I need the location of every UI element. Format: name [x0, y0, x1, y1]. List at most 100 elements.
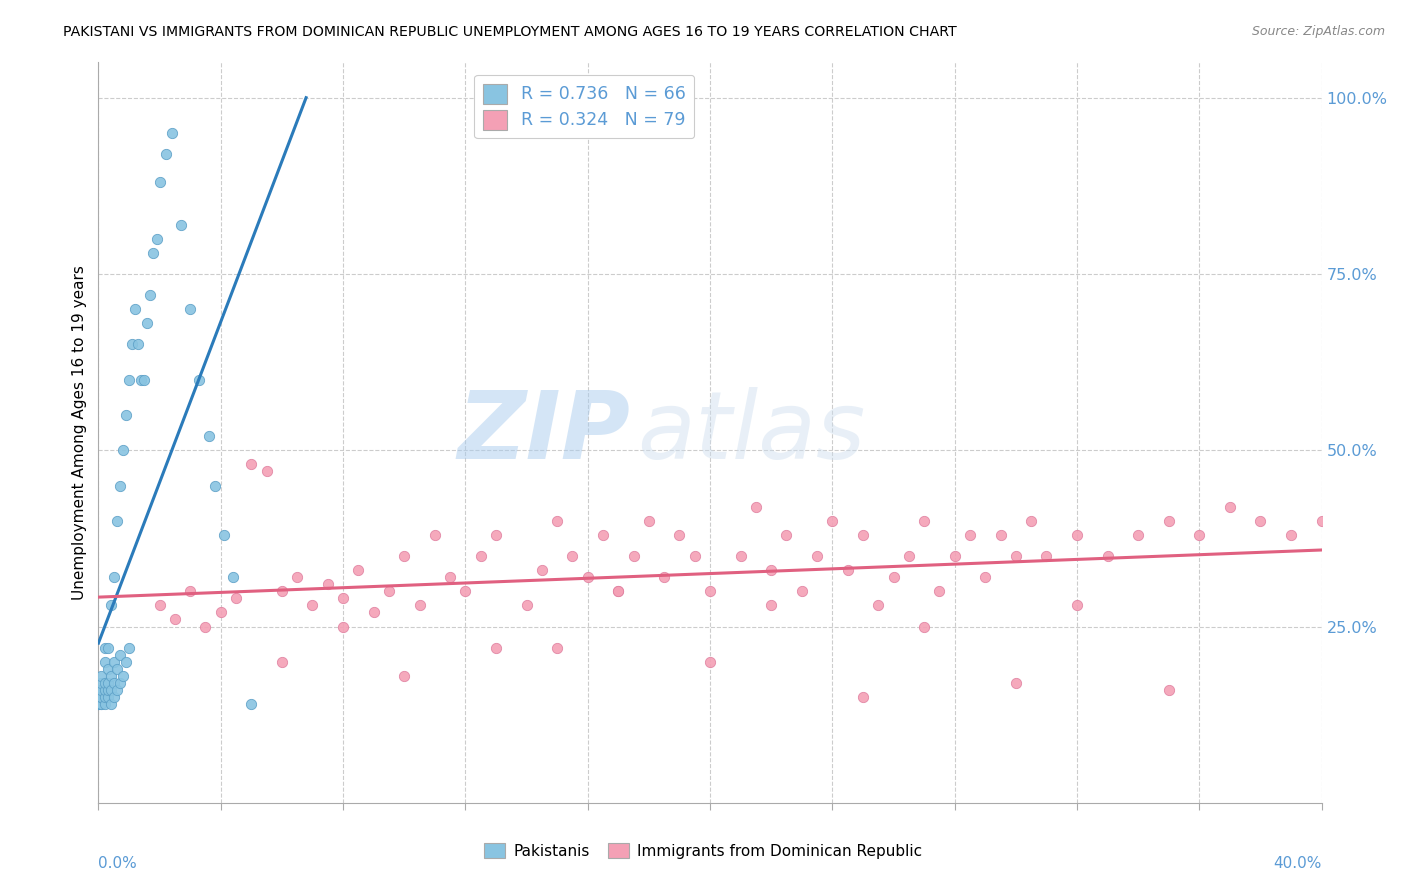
Point — [111, 669, 134, 683]
Text: Source: ZipAtlas.com: Source: ZipAtlas.com — [1251, 25, 1385, 38]
Point — [87, 690, 110, 704]
Point — [90, 697, 112, 711]
Point — [1066, 599, 1088, 613]
Point — [637, 514, 661, 528]
Point — [285, 570, 308, 584]
Point — [111, 443, 134, 458]
Point — [1097, 549, 1119, 563]
Point — [652, 570, 675, 584]
Point — [1128, 528, 1150, 542]
Point — [115, 408, 138, 422]
Point — [607, 584, 630, 599]
Point — [790, 584, 813, 599]
Point — [105, 514, 128, 528]
Point — [699, 584, 721, 599]
Point — [142, 245, 165, 260]
Point — [163, 612, 186, 626]
Point — [392, 549, 416, 563]
Point — [93, 690, 115, 704]
Point — [1019, 514, 1042, 528]
Point — [516, 599, 538, 613]
Point — [129, 373, 152, 387]
Point — [1188, 528, 1211, 542]
Point — [943, 549, 966, 563]
Point — [87, 697, 110, 711]
Point — [108, 648, 131, 662]
Point — [485, 528, 508, 542]
Point — [179, 302, 201, 317]
Point — [775, 528, 797, 542]
Point — [97, 640, 120, 655]
Point — [103, 676, 125, 690]
Point — [316, 577, 339, 591]
Point — [194, 619, 217, 633]
Point — [256, 464, 278, 478]
Point — [90, 690, 112, 704]
Point — [1157, 683, 1180, 698]
Point — [745, 500, 768, 514]
Text: PAKISTANI VS IMMIGRANTS FROM DOMINICAN REPUBLIC UNEMPLOYMENT AMONG AGES 16 TO 19: PAKISTANI VS IMMIGRANTS FROM DOMINICAN R… — [63, 25, 957, 39]
Text: ZIP: ZIP — [457, 386, 630, 479]
Point — [93, 697, 115, 711]
Point — [160, 126, 183, 140]
Point — [363, 606, 385, 620]
Point — [868, 599, 890, 613]
Point — [87, 690, 110, 704]
Point — [127, 337, 149, 351]
Point — [1004, 549, 1026, 563]
Point — [97, 662, 120, 676]
Point — [699, 655, 721, 669]
Point — [974, 570, 997, 584]
Point — [105, 662, 128, 676]
Point — [897, 549, 920, 563]
Point — [1066, 528, 1088, 542]
Point — [103, 690, 125, 704]
Point — [222, 570, 245, 584]
Point — [546, 514, 568, 528]
Point — [93, 683, 115, 698]
Point — [100, 669, 122, 683]
Point — [959, 528, 981, 542]
Point — [212, 528, 235, 542]
Point — [87, 690, 110, 704]
Point — [87, 683, 110, 698]
Point — [576, 570, 599, 584]
Point — [170, 218, 193, 232]
Point — [240, 697, 263, 711]
Point — [378, 584, 401, 599]
Point — [1249, 514, 1271, 528]
Point — [100, 599, 122, 613]
Point — [837, 563, 859, 577]
Point — [121, 337, 143, 351]
Point — [108, 676, 131, 690]
Text: atlas: atlas — [637, 387, 865, 478]
Point — [912, 619, 935, 633]
Point — [90, 683, 112, 698]
Point — [592, 528, 614, 542]
Point — [90, 669, 112, 683]
Point — [204, 478, 226, 492]
Y-axis label: Unemployment Among Ages 16 to 19 years: Unemployment Among Ages 16 to 19 years — [72, 265, 87, 600]
Point — [1219, 500, 1241, 514]
Point — [546, 640, 568, 655]
Point — [806, 549, 828, 563]
Legend: Pakistanis, Immigrants from Dominican Republic: Pakistanis, Immigrants from Dominican Re… — [478, 837, 928, 864]
Point — [439, 570, 461, 584]
Point — [149, 599, 172, 613]
Point — [623, 549, 645, 563]
Point — [332, 591, 354, 606]
Point — [87, 697, 110, 711]
Point — [683, 549, 706, 563]
Point — [1004, 676, 1026, 690]
Point — [188, 373, 211, 387]
Point — [100, 683, 122, 698]
Point — [928, 584, 950, 599]
Point — [408, 599, 430, 613]
Point — [103, 655, 125, 669]
Text: 40.0%: 40.0% — [1274, 856, 1322, 871]
Point — [240, 458, 263, 472]
Point — [759, 599, 782, 613]
Point — [270, 584, 292, 599]
Point — [301, 599, 323, 613]
Point — [852, 528, 875, 542]
